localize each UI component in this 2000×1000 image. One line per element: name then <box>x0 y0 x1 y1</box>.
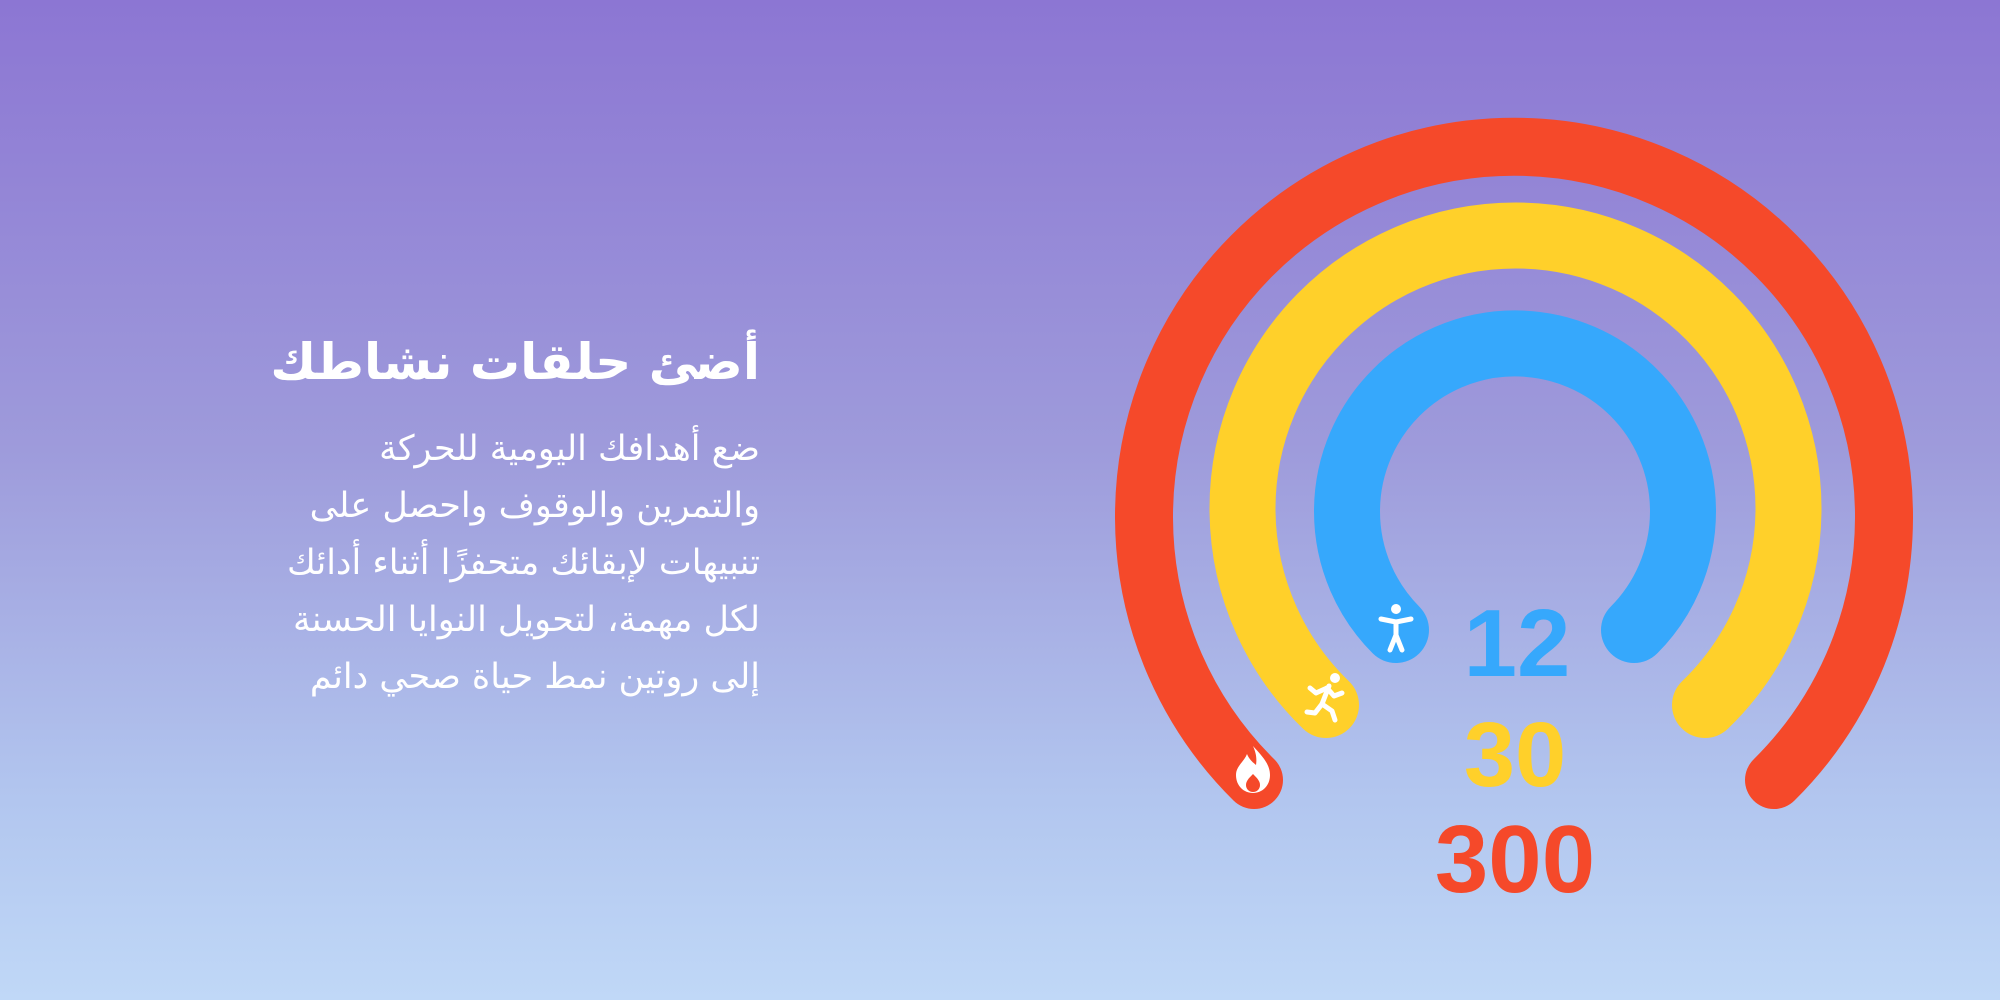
body-line: إلى روتين نمط حياة صحي دائم <box>309 657 760 697</box>
move-value: 300 <box>1435 806 1595 913</box>
stand-ring <box>1314 310 1716 663</box>
body-line: تنبيهات لإبقائك متحفزًا أثناء أدائك <box>286 543 760 583</box>
body-copy: ضع أهدافك اليومية للحركة والتمرين والوقو… <box>100 421 760 706</box>
body-line: ضع أهدافك اليومية للحركة <box>379 429 760 469</box>
standing-figure-icon <box>1378 604 1414 653</box>
body-line: لكل مهمة، لتحويل النوايا الحسنة <box>292 600 760 640</box>
exercise-value: 30 <box>1464 704 1566 806</box>
promo-text-block: أضئ حلقات نشاطك ضع أهدافك اليومية للحركة… <box>100 315 760 706</box>
exercise-ring <box>1209 202 1822 738</box>
headline: أضئ حلقات نشاطك <box>270 333 760 391</box>
flame-icon <box>1236 746 1270 793</box>
stand-value: 12 <box>1464 590 1571 697</box>
running-figure-icon <box>1304 673 1345 723</box>
body-line: والتمرين والوقوف واحصل على <box>309 486 760 526</box>
move-ring <box>1115 117 1913 809</box>
